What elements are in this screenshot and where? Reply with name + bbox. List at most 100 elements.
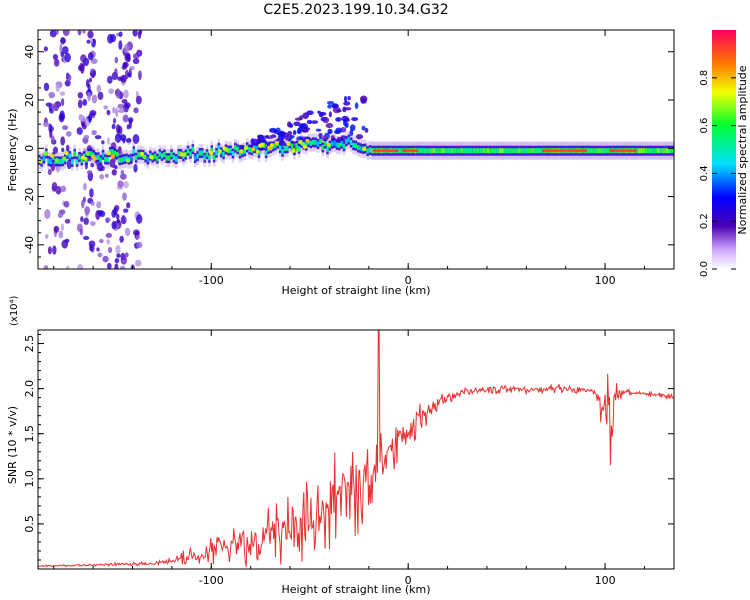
spectrogram-speckle	[55, 83, 61, 93]
spectrogram-speckle	[137, 31, 142, 39]
spectrogram-speckle	[52, 53, 59, 61]
spectrogram-branch	[321, 135, 329, 142]
spectrogram-peak	[388, 149, 391, 153]
spectrogram-branch	[343, 119, 347, 126]
spectrogram-core	[49, 159, 53, 165]
spectrogram-speckle	[119, 265, 126, 269]
spectrogram-speckle	[89, 244, 94, 252]
spectrogram-speckle	[55, 30, 59, 35]
spectrogram-speckle	[89, 221, 96, 226]
spectrogram-core	[449, 148, 452, 154]
spectrogram-core	[399, 148, 403, 154]
spectrogram-speckle	[120, 134, 127, 142]
spectrogram-speckle	[57, 212, 64, 219]
spectrogram-branch	[349, 129, 354, 137]
spectrogram-peak	[579, 149, 582, 153]
spectrogram-speckle	[114, 165, 118, 170]
spectrogram-hotspot	[217, 149, 222, 154]
spectrogram-core	[208, 155, 211, 161]
spectrogram-branch	[298, 124, 306, 129]
spectrogram-peak	[374, 149, 377, 153]
spectrogram-core	[196, 153, 199, 159]
spectrogram-speckle	[116, 253, 121, 258]
spectrogram-speckle	[98, 210, 106, 218]
spectrogram-speckle	[135, 95, 142, 105]
spectrogram-core	[236, 146, 239, 152]
spectrogram-core	[456, 148, 459, 154]
spectrogram-image	[38, 30, 674, 269]
spectrogram-peak	[386, 149, 389, 153]
spectrogram-core	[160, 153, 164, 159]
spectrogram-core	[111, 149, 114, 155]
spectrogram-core	[80, 157, 84, 163]
spectrogram-speckle	[122, 61, 129, 68]
spectrogram-peak	[549, 149, 552, 153]
spectrogram-branch	[289, 134, 295, 139]
spectrogram-speckle	[122, 114, 129, 123]
snr-x-tick-label: 100	[595, 574, 616, 587]
spectrogram-core	[458, 148, 462, 154]
spectrogram-speckle	[61, 147, 65, 153]
spectrogram-hotspot	[239, 149, 244, 154]
spectrogram-y-tick-labels: -40 -20 0 20 40	[23, 45, 36, 254]
spectrogram-branch	[292, 130, 297, 136]
colorbar-tick-label: 0.6	[699, 118, 710, 134]
spectrogram-core	[75, 159, 79, 165]
spectrogram-speckle	[114, 263, 119, 269]
spectrogram-peak	[392, 149, 395, 153]
spectrogram-speckle	[97, 91, 104, 100]
spectrogram-core	[607, 148, 610, 154]
spectrogram-branch	[354, 102, 359, 109]
spectrogram-hotspot	[225, 147, 230, 152]
spectrogram-peak	[622, 149, 625, 153]
spectrogram-core	[527, 148, 530, 154]
spectrogram-speckle	[111, 209, 117, 218]
spectrogram-peak	[396, 149, 399, 153]
spectrogram-core	[439, 148, 443, 154]
spectrogram-core	[330, 141, 334, 147]
spectrogram-core	[425, 148, 429, 154]
spectrogram-peak	[268, 146, 273, 151]
spectrogram-speckle	[87, 83, 91, 93]
spectrogram-peak	[412, 149, 415, 153]
spectrogram-speckle	[125, 138, 132, 143]
spectrogram-core	[222, 151, 225, 157]
spectrogram-speckle	[112, 106, 116, 114]
spectrogram-core	[486, 148, 490, 154]
spectrogram-y-tick-label: 0	[23, 145, 36, 152]
spectrogram-core	[326, 146, 329, 152]
spectrogram-y-tick-label: 40	[23, 45, 36, 59]
spectrogram-core	[321, 144, 325, 150]
spectrogram-speckle	[136, 214, 143, 224]
spectrogram-peak	[406, 149, 409, 153]
snr-x-axis-label: Height of straight line (km)	[281, 583, 430, 596]
spectrogram-x-tick-label: 0	[405, 274, 412, 287]
spectrogram-core	[120, 157, 124, 163]
spectrogram-core	[279, 145, 282, 151]
spectrogram-speckle	[132, 134, 140, 144]
spectrogram-x-tick-label: 100	[595, 274, 616, 287]
spectrogram-branch	[280, 138, 284, 145]
spectrogram-speckle	[107, 75, 113, 84]
spectrogram-core	[470, 148, 473, 154]
spectrogram-speckle	[106, 137, 110, 145]
spectrogram-core	[664, 148, 667, 154]
spectrogram-speckle	[111, 123, 116, 130]
spectrogram-branch	[347, 95, 351, 101]
spectrogram-core	[505, 148, 509, 154]
spectrogram-peak	[544, 149, 547, 153]
spectrogram-core	[368, 147, 372, 153]
colorbar-tick-label: 0.8	[699, 70, 710, 86]
spectrogram-peak	[577, 149, 580, 153]
spectrogram-speckle	[58, 230, 64, 239]
spectrogram-speckle	[99, 238, 104, 244]
spectrogram-speckle	[107, 246, 113, 254]
spectrogram-core	[248, 147, 251, 153]
spectrogram-core	[243, 148, 247, 154]
spectrogram-speckle	[101, 140, 105, 145]
spectrogram-speckle	[60, 223, 65, 232]
spectrogram-speckle	[48, 123, 53, 133]
spectrogram-speckle	[127, 53, 131, 63]
spectrogram-speckle	[123, 208, 129, 213]
spectrogram-branch	[257, 134, 264, 139]
